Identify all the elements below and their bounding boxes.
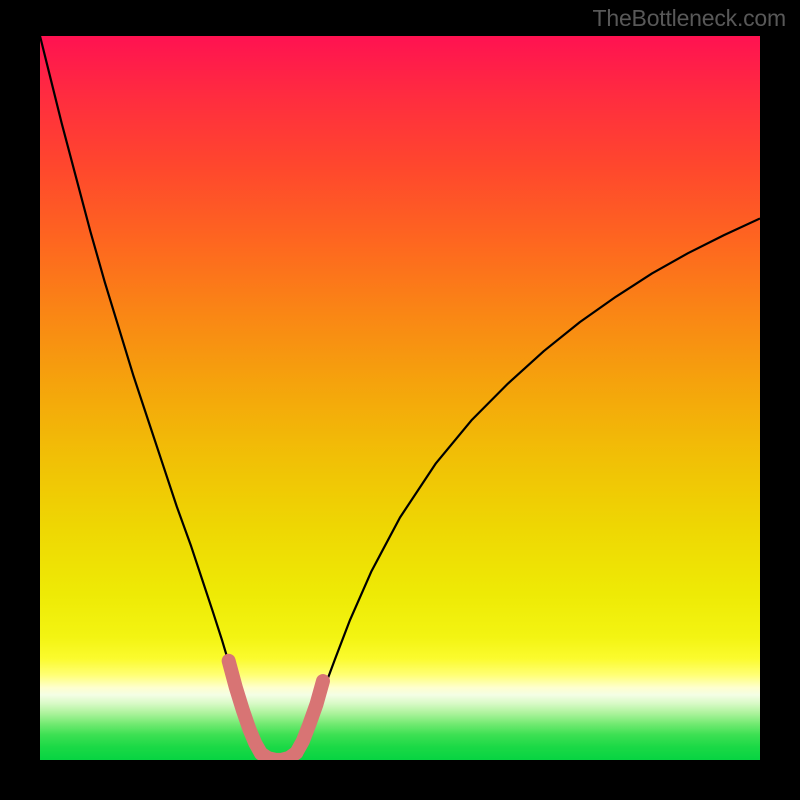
gradient-background	[40, 36, 760, 760]
plot-svg	[40, 36, 760, 760]
chart-root: TheBottleneck.com	[0, 0, 800, 800]
watermark-text: TheBottleneck.com	[593, 5, 786, 32]
plot-area	[40, 36, 760, 760]
